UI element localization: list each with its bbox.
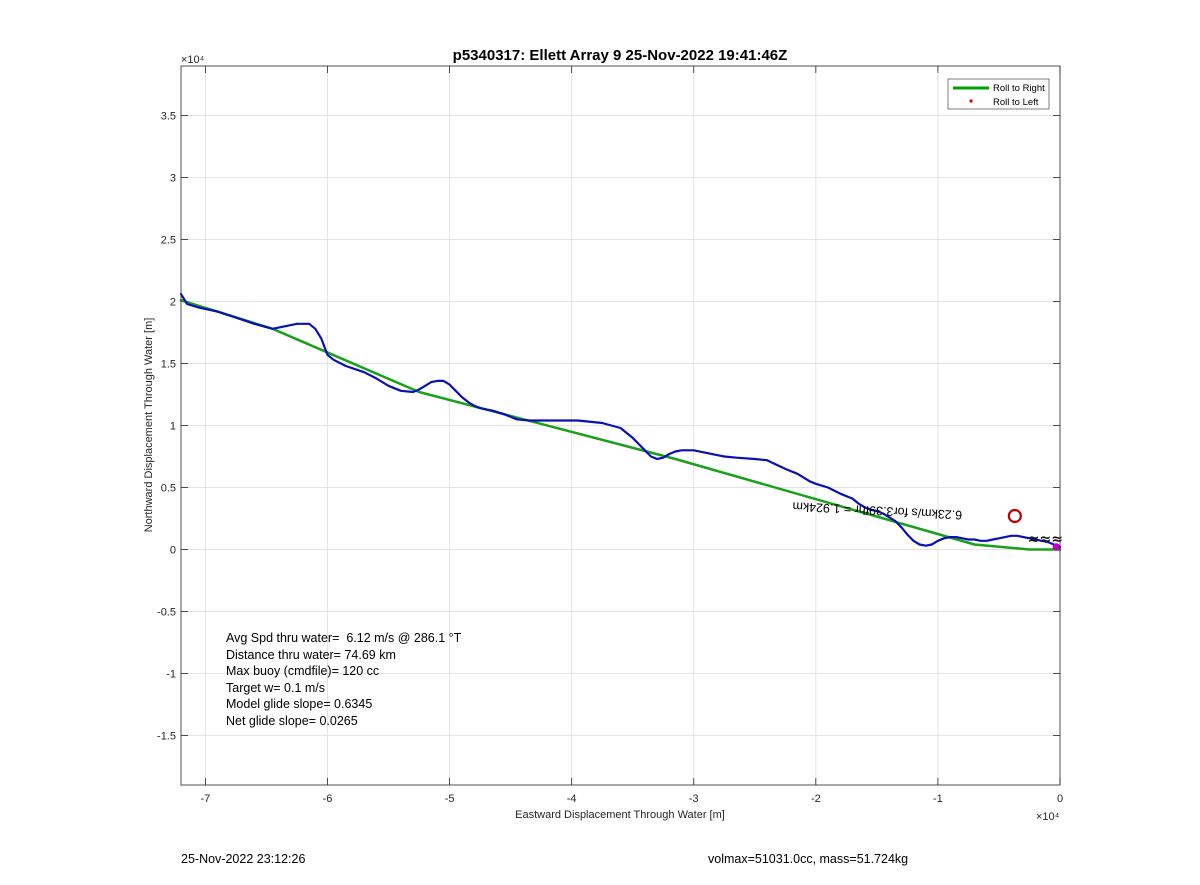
x-tick-label: -6	[323, 793, 333, 805]
y-tick-label: 2	[170, 297, 176, 309]
y-tick-label: 1.5	[161, 359, 176, 371]
y-tick-label: 1	[170, 421, 176, 433]
end-point-marker	[1052, 543, 1061, 551]
legend-roll-left-swatch	[969, 99, 973, 103]
target-circle-marker	[1007, 508, 1022, 524]
x-axis-label: Eastward Displacement Through Water [m]	[515, 809, 725, 821]
footer-mass-info: volmax=51031.0cc, mass=51.724kg	[708, 852, 909, 866]
y-tick-label: 3	[170, 173, 176, 185]
stat-net-glide: Net glide slope= 0.0265	[226, 714, 358, 728]
x-multiplier-label: ×10⁴	[1036, 811, 1060, 823]
stat-avg-speed: Avg Spd thru water= 6.12 m/s @ 286.1 °T	[226, 631, 462, 645]
y-tick-label: 0	[170, 544, 176, 556]
footer-timestamp: 25-Nov-2022 23:12:26	[181, 852, 306, 866]
legend: Roll to Right Roll to Left	[947, 78, 1050, 110]
legend-roll-right-label: Roll to Right	[993, 83, 1045, 94]
x-tick-label: -7	[201, 793, 211, 805]
y-tick-label: -1.5	[157, 730, 176, 742]
y-axis-label: Northward Displacement Through Water [m]	[143, 318, 155, 533]
stat-model-glide: Model glide slope= 0.6345	[226, 697, 372, 711]
x-tick-label: -3	[689, 793, 699, 805]
y-tick-label: -1	[166, 668, 176, 680]
stat-target-w: Target w= 0.1 m/s	[226, 681, 325, 695]
chart-title: p5340317: Ellett Array 9 25-Nov-2022 19:…	[453, 47, 788, 64]
glider-track-line	[179, 293, 1062, 549]
x-tick-label: 0	[1057, 793, 1063, 805]
y-multiplier-label: ×10⁴	[181, 54, 205, 66]
x-tick-label: -5	[445, 793, 455, 805]
stat-distance: Distance thru water= 74.69 km	[226, 648, 396, 662]
x-tick-label: -4	[567, 793, 577, 805]
y-tick-label: 2.5	[161, 235, 176, 247]
legend-box	[947, 78, 1050, 110]
surfacing-glyph-cluster: ≈≈≈	[1028, 531, 1063, 547]
series-layer	[179, 293, 1062, 551]
y-tick-label: 3.5	[161, 111, 176, 123]
y-tick-label: 0.5	[161, 482, 176, 494]
plot-frame	[180, 65, 1061, 786]
x-tick-label: -2	[811, 793, 821, 805]
stats-annotation: Avg Spd thru water= 6.12 m/s @ 286.1 °T …	[226, 631, 462, 728]
legend-roll-left-label: Roll to Left	[993, 97, 1039, 108]
y-axis-ticks: -1.5 -1 -0.5 0 0.5 1 1.5 2 2.5 3 3.5	[157, 111, 1060, 742]
stat-max-buoy: Max buoy (cmdfile)= 120 cc	[226, 664, 379, 678]
y-tick-label: -0.5	[157, 606, 176, 618]
x-tick-label: -1	[933, 793, 943, 805]
